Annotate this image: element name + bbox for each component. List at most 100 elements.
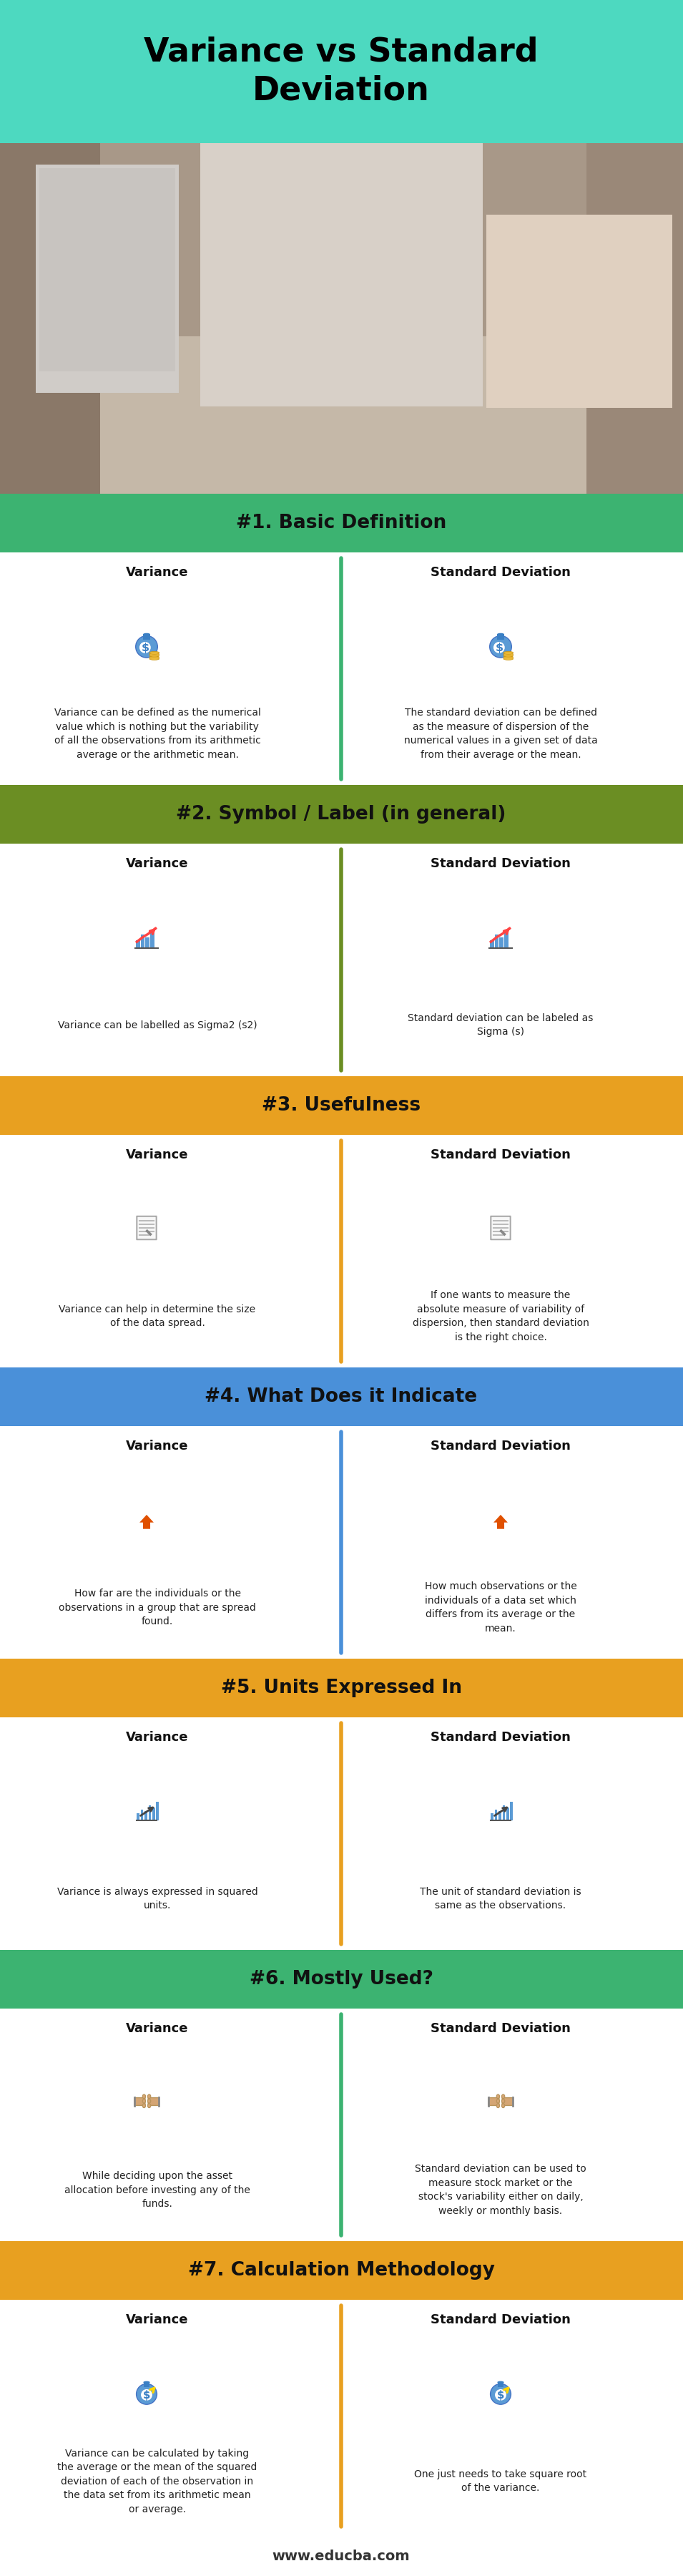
Ellipse shape [501, 2105, 505, 2107]
Bar [499, 938, 503, 948]
Bar [0, 1136, 683, 1368]
Text: Standard Deviation: Standard Deviation [430, 1440, 571, 1453]
Text: #6. Mostly Used?: #6. Mostly Used? [249, 1971, 433, 1989]
Text: Variance: Variance [126, 858, 189, 871]
Text: #1. Basic Definition: #1. Basic Definition [236, 513, 447, 533]
Ellipse shape [143, 634, 150, 636]
Bar [0, 1427, 683, 1659]
Text: Variance vs Standard
Deviation: Variance vs Standard Deviation [144, 36, 538, 106]
Text: #4. What Does it Indicate: #4. What Does it Indicate [205, 1388, 477, 1406]
Bar [504, 930, 508, 948]
Ellipse shape [148, 2094, 151, 2099]
Text: Standard deviation can be used to
measure stock market or the
stock's variabilit: Standard deviation can be used to measur… [415, 2164, 587, 2215]
Bar [40, 167, 176, 371]
Circle shape [139, 641, 151, 654]
Text: Standard deviation can be labeled as
Sigma (s): Standard deviation can be labeled as Sig… [408, 1012, 594, 1038]
Bar [150, 930, 154, 948]
Ellipse shape [137, 2383, 157, 2403]
Text: $: $ [141, 641, 149, 654]
Text: #5. Units Expressed In: #5. Units Expressed In [221, 1680, 462, 1698]
Ellipse shape [148, 2105, 151, 2107]
Text: Variance: Variance [126, 1731, 189, 1744]
Ellipse shape [490, 636, 512, 657]
Text: Variance: Variance [126, 567, 189, 580]
Bar [0, 2241, 683, 2300]
Bar [0, 1950, 683, 2009]
Text: If one wants to measure the
absolute measure of variability of
dispersion, then : If one wants to measure the absolute mea… [413, 1291, 589, 1342]
Bar [0, 144, 683, 495]
Text: Variance can be calculated by taking
the average or the mean of the squared
devi: Variance can be calculated by taking the… [57, 2447, 257, 2514]
Text: #7. Calculation Methodology: #7. Calculation Methodology [188, 2262, 494, 2280]
Text: One just needs to take square root
of the variance.: One just needs to take square root of th… [415, 2470, 587, 2494]
Ellipse shape [143, 2105, 145, 2107]
FancyBboxPatch shape [135, 2097, 145, 2105]
Bar [136, 940, 140, 948]
Ellipse shape [136, 636, 158, 657]
FancyBboxPatch shape [502, 2097, 513, 2105]
Text: Variance can help in determine the size
of the data spread.: Variance can help in determine the size … [59, 1303, 255, 1329]
Text: The unit of standard deviation is
same as the observations.: The unit of standard deviation is same a… [420, 1886, 581, 1911]
Bar [145, 1811, 147, 1821]
Text: Variance: Variance [126, 2022, 189, 2035]
Ellipse shape [143, 2099, 145, 2102]
Text: $: $ [497, 2391, 504, 2401]
Text: The standard deviation can be defined
as the measure of dispersion of the
numeri: The standard deviation can be defined as… [404, 708, 598, 760]
Bar [506, 1808, 509, 1821]
Bar [0, 1718, 683, 1950]
Bar [497, 2383, 504, 2388]
Bar [486, 214, 672, 407]
Bar [503, 1806, 505, 1821]
Ellipse shape [497, 2094, 499, 2099]
Bar [156, 1803, 158, 1821]
Text: Standard Deviation: Standard Deviation [430, 1731, 571, 1744]
Text: Variance can be defined as the numerical
value which is nothing but the variabil: Variance can be defined as the numerical… [54, 708, 261, 760]
Circle shape [141, 2388, 152, 2401]
Text: How far are the individuals or the
observations in a group that are spread
found: How far are the individuals or the obser… [59, 1589, 256, 1625]
Circle shape [495, 2388, 506, 2401]
Bar [141, 935, 145, 948]
Bar [490, 940, 494, 948]
FancyBboxPatch shape [491, 1216, 510, 1239]
Ellipse shape [501, 2099, 505, 2102]
Text: Standard Deviation: Standard Deviation [430, 567, 571, 580]
Text: #3. Usefulness: #3. Usefulness [262, 1097, 421, 1115]
Bar [0, 2009, 683, 2241]
Bar [145, 1229, 152, 1236]
Bar [143, 634, 150, 639]
Text: Standard Deviation: Standard Deviation [430, 2022, 571, 2035]
Bar [491, 1814, 493, 1821]
Bar [148, 1806, 151, 1821]
Ellipse shape [148, 2099, 151, 2102]
Bar [152, 1808, 155, 1821]
Bar [0, 551, 683, 786]
Bar [0, 144, 100, 495]
Circle shape [493, 641, 505, 654]
Text: www.educba.com: www.educba.com [273, 2550, 410, 2563]
Bar [499, 1229, 506, 1236]
FancyArrow shape [494, 1515, 507, 1530]
Text: Variance: Variance [126, 1440, 189, 1453]
Text: Variance can be labelled as Sigma2 (s2): Variance can be labelled as Sigma2 (s2) [57, 1020, 257, 1030]
FancyBboxPatch shape [148, 2097, 159, 2105]
Bar [494, 935, 499, 948]
Bar [0, 786, 683, 845]
FancyBboxPatch shape [488, 2097, 499, 2105]
Text: How much observations or the
individuals of a data set which
differs from its av: How much observations or the individuals… [425, 1582, 576, 1633]
Text: Variance is always expressed in squared
units.: Variance is always expressed in squared … [57, 1886, 257, 1911]
Text: Standard Deviation: Standard Deviation [430, 1149, 571, 1162]
Text: Standard Deviation: Standard Deviation [430, 2313, 571, 2326]
Text: Variance: Variance [126, 1149, 189, 1162]
Ellipse shape [497, 634, 504, 636]
Text: Variance: Variance [126, 2313, 189, 2326]
Bar [0, 144, 683, 335]
Text: #2. Symbol / Label (in general): #2. Symbol / Label (in general) [176, 804, 506, 824]
Bar [0, 845, 683, 1077]
Bar [0, 2537, 683, 2576]
Text: $: $ [495, 641, 503, 654]
Bar [143, 2383, 150, 2388]
Bar [0, 1659, 683, 1718]
Ellipse shape [490, 2383, 511, 2403]
Bar [0, 2300, 683, 2532]
Ellipse shape [497, 2105, 499, 2107]
Bar [499, 1811, 501, 1821]
